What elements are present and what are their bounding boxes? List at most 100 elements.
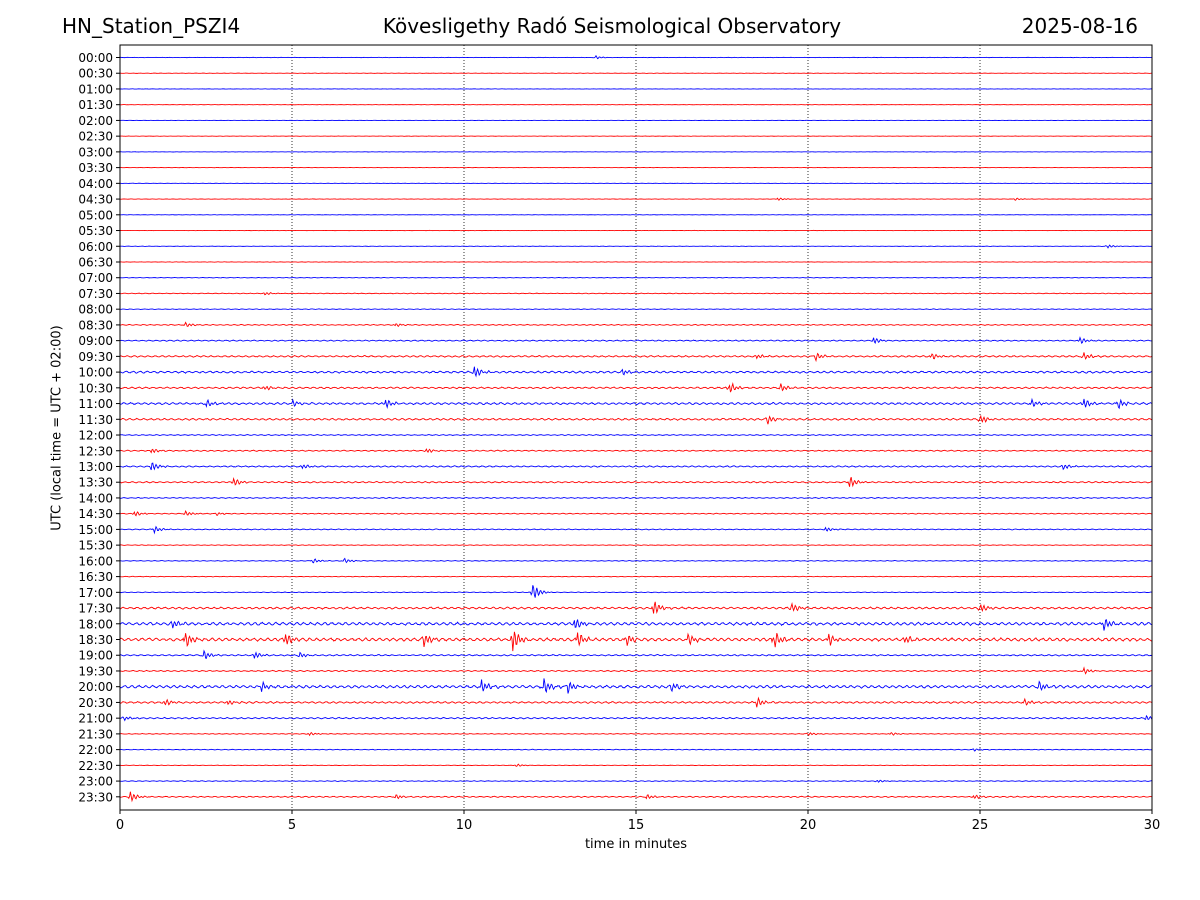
y-tick-label: 11:30 (78, 413, 113, 427)
trace-1230 (119, 448, 1153, 454)
y-tick-label: 12:30 (78, 444, 113, 458)
y-tick-label: 10:00 (78, 366, 113, 380)
x-tick-label: 15 (628, 818, 645, 833)
y-tick-label: 14:00 (78, 491, 113, 505)
y-tick-label: 22:30 (78, 759, 113, 773)
y-tick-label: 15:30 (78, 539, 113, 553)
trace-1800 (119, 619, 1153, 631)
trace-1000 (119, 366, 1153, 378)
y-tick-label: 03:30 (78, 161, 113, 175)
y-tick-label: 23:30 (78, 790, 113, 804)
trace-1330 (119, 476, 1153, 488)
y-tick-label: 08:30 (78, 318, 113, 332)
trace-1400 (119, 496, 1153, 499)
trace-0600 (119, 244, 1153, 249)
trace-2030 (119, 696, 1153, 708)
trace-1600 (119, 557, 1153, 564)
trace-1100 (119, 397, 1153, 410)
y-tick-label: 20:30 (78, 696, 113, 710)
y-tick-label: 13:00 (78, 460, 113, 474)
trace-1930 (119, 666, 1153, 675)
y-tick-label: 02:00 (78, 114, 113, 128)
y-tick-label: 09:00 (78, 334, 113, 348)
y-tick-label: 20:00 (78, 680, 113, 694)
y-tick-label: 04:00 (78, 177, 113, 191)
y-tick-label: 04:30 (78, 193, 113, 207)
y-tick-label: 03:00 (78, 145, 113, 159)
trace-1730 (119, 601, 1153, 615)
y-tick-label: 10:30 (78, 381, 113, 395)
trace-1500 (119, 525, 1153, 535)
y-tick-label: 07:30 (78, 287, 113, 301)
y-tick-label: 06:30 (78, 255, 113, 269)
y-tick-label: 01:30 (78, 98, 113, 112)
trace-1030 (119, 382, 1153, 393)
y-tick-label: 02:30 (78, 130, 113, 144)
chart-date: 2025-08-16 (1021, 14, 1138, 38)
trace-2000 (119, 678, 1152, 694)
y-tick-label: 16:30 (78, 570, 113, 584)
y-tick-label: 05:30 (78, 224, 113, 238)
x-tick-label: 20 (800, 818, 817, 833)
trace-0000 (119, 54, 1153, 60)
y-tick-label: 11:00 (78, 397, 113, 411)
y-tick-label: 16:00 (78, 554, 113, 568)
trace-1830 (119, 631, 1153, 652)
trace-0930 (119, 352, 1153, 363)
trace-1630 (119, 575, 1153, 578)
trace-1700 (119, 585, 1153, 598)
y-tick-label: 21:30 (78, 727, 113, 741)
y-tick-label: 00:30 (78, 67, 113, 81)
trace-2230 (119, 763, 1153, 767)
x-axis-ticks: 0 5 10 15 20 25 30 (116, 810, 1160, 833)
trace-1900 (119, 649, 1153, 659)
y-tick-label: 18:00 (78, 617, 113, 631)
trace-0900 (119, 336, 1153, 345)
y-tick-label: 06:00 (78, 240, 113, 254)
x-tick-label: 0 (116, 818, 124, 833)
y-tick-label: 07:00 (78, 271, 113, 285)
y-tick-label: 00:00 (78, 51, 113, 65)
y-tick-label: 01:00 (78, 82, 113, 96)
trace-1200 (119, 434, 1153, 436)
trace-2200 (119, 748, 1153, 752)
y-tick-label: 14:30 (78, 507, 113, 521)
y-tick-label: 12:00 (78, 429, 113, 443)
y-tick-label: 08:00 (78, 303, 113, 317)
y-tick-label: 19:30 (78, 664, 113, 678)
x-tick-label: 25 (972, 818, 989, 833)
trace-2100 (119, 714, 1153, 722)
trace-0800 (119, 308, 1153, 310)
trace-1430 (119, 509, 1153, 517)
x-tick-label: 30 (1144, 818, 1161, 833)
y-tick-label: 19:00 (78, 649, 113, 663)
y-tick-label: 05:00 (78, 208, 113, 222)
y-axis-label: UTC (local time = UTC + 02:00) (49, 325, 65, 531)
trace-0830 (119, 321, 1153, 328)
y-tick-label: 21:00 (78, 712, 113, 726)
x-axis-label: time in minutes (584, 837, 688, 852)
trace-lines (119, 54, 1153, 803)
trace-0430 (119, 197, 1153, 201)
grid-lines (291, 45, 981, 810)
trace-1300 (119, 462, 1153, 471)
x-tick-label: 5 (288, 818, 296, 833)
chart-title: Kövesligethy Radó Seismological Observat… (382, 14, 842, 38)
y-tick-label: 17:00 (78, 586, 113, 600)
station-name: HN_Station_PSZI4 (62, 14, 241, 38)
y-tick-label: 17:30 (78, 602, 113, 616)
trace-1130 (119, 414, 1153, 425)
y-tick-label: 22:00 (78, 743, 113, 757)
trace-1530 (119, 544, 1153, 546)
trace-2330 (119, 791, 1153, 803)
trace-2300 (119, 779, 1153, 783)
y-tick-label: 15:00 (78, 523, 113, 537)
y-tick-label: 09:30 (78, 350, 113, 364)
y-tick-label: 18:30 (78, 633, 113, 647)
y-tick-label: 23:00 (78, 775, 113, 789)
trace-0730 (119, 292, 1153, 296)
trace-2130 (119, 731, 1153, 737)
x-tick-label: 10 (456, 818, 473, 833)
